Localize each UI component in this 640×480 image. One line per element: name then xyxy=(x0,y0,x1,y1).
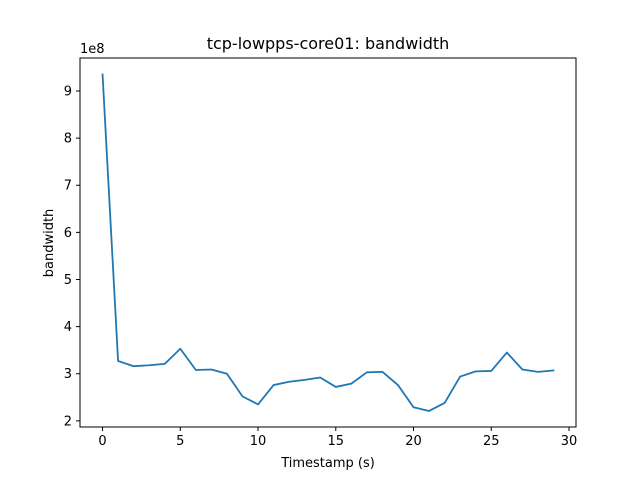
y-axis-label: bandwidth xyxy=(42,209,57,278)
x-tick-label: 15 xyxy=(328,434,345,449)
y-tick-label: 3 xyxy=(64,367,72,382)
y-tick-label: 4 xyxy=(64,320,72,335)
x-tick-label: 5 xyxy=(176,434,184,449)
x-tick-label: 20 xyxy=(405,434,422,449)
y-tick-label: 6 xyxy=(64,226,72,241)
x-tick-label: 25 xyxy=(483,434,500,449)
x-tick-label: 0 xyxy=(98,434,106,449)
series-line-0 xyxy=(101,73,555,412)
x-tick-label: 30 xyxy=(561,434,578,449)
chart-title: tcp-lowpps-core01: bandwidth xyxy=(207,34,450,53)
plot-area: 0 5 10 15 20 25 30 2 3 4 5 6 7 8 9 xyxy=(64,73,578,449)
x-tick-label: 10 xyxy=(250,434,267,449)
y-tick-label: 2 xyxy=(64,414,72,429)
x-axis-label: Timestamp (s) xyxy=(280,456,375,471)
axes-frame xyxy=(79,57,577,428)
y-tick-label: 8 xyxy=(64,132,72,147)
y-tick-label: 5 xyxy=(64,273,72,288)
y-tick-label: 9 xyxy=(64,84,72,99)
y-tick-label: 7 xyxy=(64,179,72,194)
y-offset-label: 1e8 xyxy=(80,42,105,57)
